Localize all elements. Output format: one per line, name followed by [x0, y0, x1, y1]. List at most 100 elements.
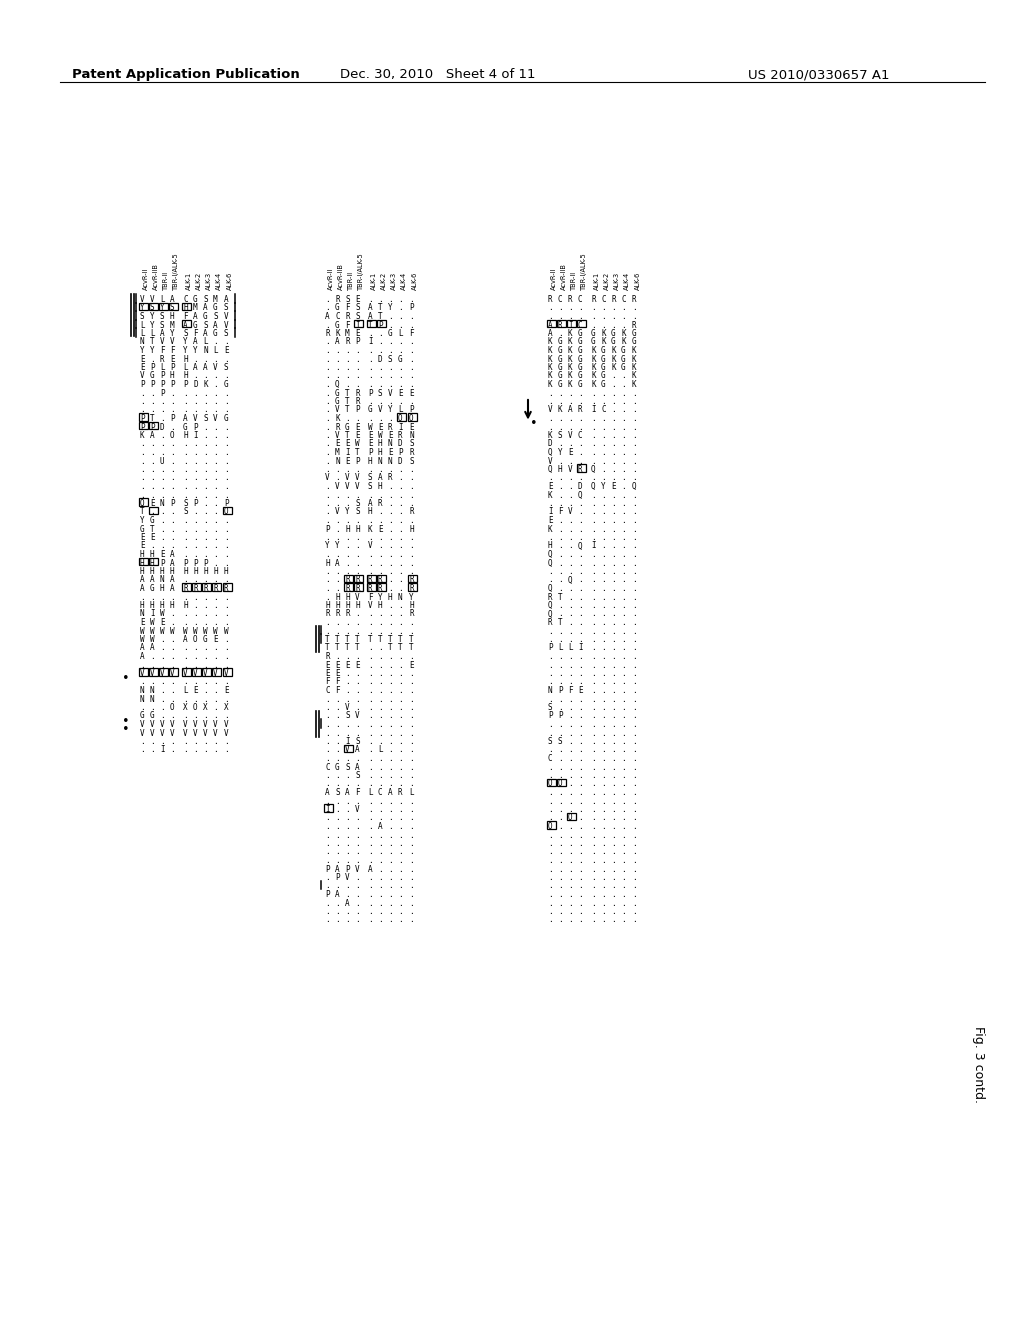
Text: V: V: [388, 388, 392, 397]
Text: .: .: [325, 550, 330, 558]
Text: .: .: [213, 550, 218, 558]
Text: .: .: [398, 558, 402, 568]
Text: H: H: [345, 601, 349, 610]
Bar: [150, 302, 158, 310]
Text: .: .: [558, 729, 562, 738]
Text: R: R: [388, 422, 392, 432]
Text: G: G: [224, 380, 228, 389]
Text: V: V: [193, 719, 198, 729]
Text: R: R: [224, 583, 228, 593]
Text: H: H: [378, 440, 383, 449]
Text: .: .: [335, 499, 340, 508]
Text: .: .: [213, 355, 218, 363]
Text: .: .: [388, 499, 392, 508]
Text: G: G: [578, 363, 583, 372]
Text: .: .: [591, 601, 596, 610]
Text: .: .: [409, 380, 414, 389]
Text: .: .: [398, 847, 402, 857]
Text: .: .: [409, 294, 414, 304]
Bar: [344, 744, 353, 752]
Text: .: .: [224, 635, 228, 644]
Text: .: .: [591, 491, 596, 499]
Text: .: .: [611, 890, 615, 899]
Text: .: .: [355, 380, 359, 389]
Text: P: P: [193, 422, 198, 432]
Text: N: N: [140, 694, 144, 704]
Text: .: .: [325, 432, 330, 440]
Text: A: A: [150, 576, 155, 585]
Text: L: L: [150, 329, 155, 338]
Text: .: .: [183, 711, 187, 721]
Text: P: P: [183, 558, 187, 568]
Text: .: .: [398, 890, 402, 899]
Text: A: A: [140, 644, 144, 652]
Text: .: .: [621, 788, 626, 797]
Text: G: G: [558, 338, 562, 346]
Text: A: A: [568, 405, 572, 414]
Text: .: .: [388, 907, 392, 916]
Text: E: E: [368, 432, 373, 440]
Text: .: .: [591, 447, 596, 457]
Text: .: .: [621, 771, 626, 780]
Text: V: V: [224, 669, 228, 678]
Text: .: .: [591, 507, 596, 516]
Text: .: .: [558, 550, 562, 558]
Text: .: .: [388, 533, 392, 543]
Text: .: .: [170, 533, 175, 543]
Text: .: .: [213, 422, 218, 432]
Text: ALK-2: ALK-2: [604, 272, 610, 290]
Text: .: .: [388, 899, 392, 908]
Text: .: .: [378, 338, 383, 346]
Text: O: O: [548, 822, 553, 832]
Text: .: .: [170, 652, 175, 661]
Text: V: V: [345, 873, 349, 882]
Text: .: .: [170, 440, 175, 449]
Text: .: .: [601, 610, 605, 619]
Text: .: .: [632, 422, 637, 432]
Bar: [354, 319, 362, 327]
Text: .: .: [398, 541, 402, 550]
Text: L: L: [398, 329, 402, 338]
Text: A: A: [368, 304, 373, 313]
Text: .: .: [578, 474, 583, 483]
Text: AcvR-IIB: AcvR-IIB: [561, 263, 567, 290]
Text: P: P: [345, 865, 349, 874]
Text: .: .: [378, 380, 383, 389]
Text: .: .: [224, 432, 228, 440]
Text: A: A: [203, 363, 208, 372]
Text: R: R: [203, 583, 208, 593]
Text: .: .: [378, 704, 383, 711]
Text: .: .: [558, 457, 562, 466]
Text: .: .: [378, 533, 383, 543]
Text: .: .: [213, 711, 218, 721]
Text: .: .: [378, 865, 383, 874]
Text: L: L: [203, 338, 208, 346]
Text: .: .: [203, 516, 208, 525]
Text: .: .: [578, 660, 583, 669]
Text: .: .: [355, 694, 359, 704]
Text: .: .: [213, 516, 218, 525]
Text: E: E: [398, 388, 402, 397]
Text: .: .: [548, 805, 553, 814]
Text: .: .: [224, 447, 228, 457]
Text: M: M: [193, 304, 198, 313]
Text: .: .: [378, 686, 383, 696]
Text: .: .: [398, 618, 402, 627]
Text: H: H: [345, 524, 349, 533]
Text: .: .: [578, 635, 583, 644]
Text: TBR-I/ALK-5: TBR-I/ALK-5: [581, 252, 587, 290]
Text: .: .: [368, 516, 373, 525]
Bar: [182, 302, 191, 310]
Text: .: .: [632, 414, 637, 422]
Text: .: .: [558, 491, 562, 499]
Bar: [212, 668, 221, 676]
Text: K: K: [558, 405, 562, 414]
Text: D: D: [193, 380, 198, 389]
Text: .: .: [621, 686, 626, 696]
Text: TBR-II: TBR-II: [571, 271, 577, 290]
Text: .: .: [558, 754, 562, 763]
Text: .: .: [601, 907, 605, 916]
Text: V: V: [183, 669, 187, 678]
Text: .: .: [378, 719, 383, 729]
Text: R: R: [325, 329, 330, 338]
